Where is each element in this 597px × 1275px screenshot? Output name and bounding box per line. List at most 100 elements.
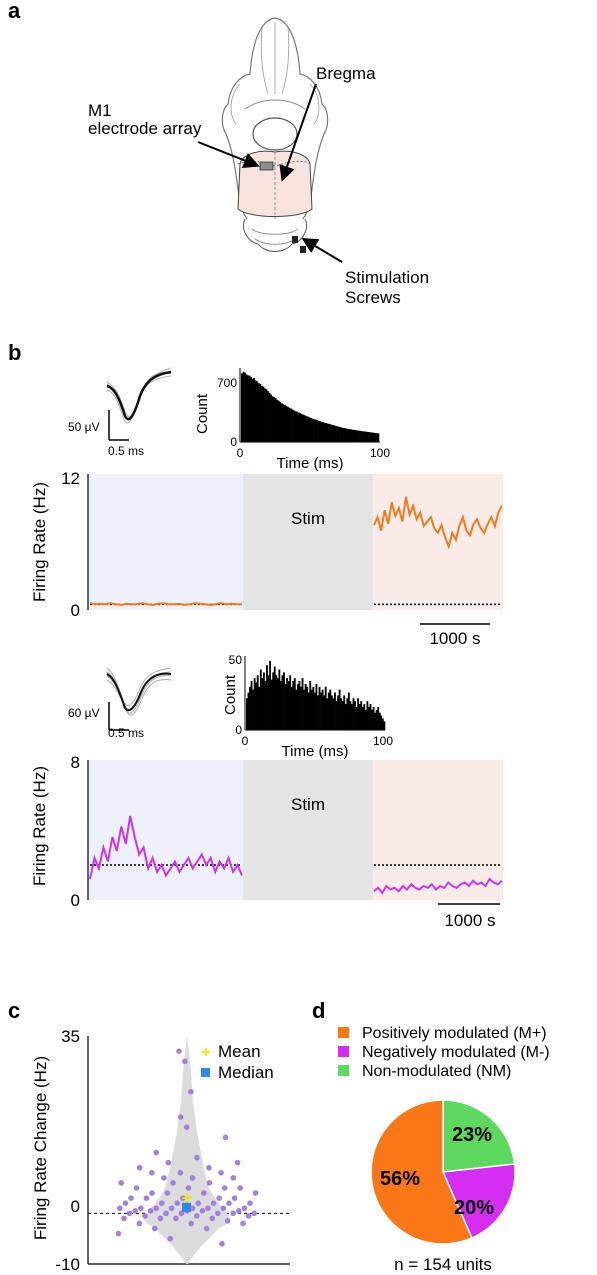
unit1-hist-bars	[241, 371, 380, 442]
unit2-hist-bar	[371, 709, 373, 730]
unit2-hist-bar	[377, 706, 380, 730]
violin-point	[153, 1205, 159, 1212]
unit2-hist-bar	[279, 681, 282, 730]
unit2-hist-bar	[286, 678, 288, 730]
unit2-hist-bar	[292, 681, 295, 730]
unit2-hist-bar	[368, 706, 370, 730]
violin-point	[206, 1180, 213, 1186]
unit2-hist-bar	[303, 689, 305, 730]
unit1-hist-bar	[326, 423, 329, 442]
unit1-hist-bar	[348, 429, 351, 442]
violin-point	[201, 1190, 207, 1196]
violin-point	[142, 1213, 148, 1219]
unit2-hist-bar	[378, 712, 381, 730]
unit2-hist-bar	[267, 675, 270, 730]
unit1-hist-bar	[299, 413, 302, 442]
unit1-hist-bar	[314, 419, 317, 442]
unit2-hist-bar	[354, 701, 356, 730]
unit1-hist-bar	[282, 404, 285, 442]
unit2-hist-bar	[306, 686, 309, 730]
unit1-hist-bar	[371, 432, 374, 442]
bregma-arrow	[279, 83, 317, 182]
unit1-waveform	[106, 367, 172, 441]
unit2-hist-bar	[351, 704, 353, 730]
violin-point	[216, 1195, 222, 1201]
unit2-hist-xtick-right: 100	[373, 734, 393, 748]
unit1-hist-bar	[336, 426, 338, 442]
unit1-pre-region	[88, 474, 243, 610]
violin-point	[231, 1195, 238, 1201]
unit1-hist-ytick-bottom: 0	[230, 435, 237, 449]
unit1-hist-bar	[339, 427, 341, 442]
legend-m-plus-swatch	[338, 1027, 349, 1038]
unit1-waveform-scale: 50 µV	[68, 420, 100, 434]
violin-point	[177, 1170, 184, 1176]
violin-point	[205, 1205, 211, 1212]
unit1-hist-bar	[328, 424, 331, 442]
violin-point	[121, 1215, 127, 1222]
unit2-waveform	[106, 667, 172, 731]
violin-point	[149, 1190, 155, 1196]
unit1-hist-bar	[345, 428, 348, 442]
unit1-hist-bar	[271, 396, 274, 442]
violin-point	[222, 1134, 229, 1141]
unit2-hist-bar	[283, 672, 285, 730]
unit1-hist-bar	[300, 413, 303, 442]
unit2-hist-bar	[290, 686, 293, 730]
unit1-hist-bar	[293, 410, 295, 442]
unit2-hist-bar	[329, 689, 332, 730]
unit1-firing-ylabel: Firing Rate (Hz)	[30, 482, 49, 602]
unit2-scale-label: 1000 s	[444, 911, 495, 930]
unit1-hist-bar	[346, 428, 349, 442]
violin-point	[224, 1218, 231, 1224]
violin-ylabel: Firing Rate Change (Hz)	[31, 1056, 50, 1240]
unit1-hist-bar	[280, 403, 283, 442]
unit2-hist-bar	[347, 692, 350, 730]
unit1-post-trace	[373, 496, 503, 550]
unit1-hist-bar	[306, 416, 309, 442]
unit2-firing-ymax: 8	[71, 753, 80, 772]
unit1-hist-bar	[267, 391, 269, 442]
unit2-hist-xlabel: Time (ms)	[282, 743, 349, 760]
unit1-firing-ymax: 12	[61, 469, 80, 488]
unit1-hist-bar	[287, 406, 289, 442]
unit1-hist-bar	[262, 386, 265, 442]
unit2-hist-bar	[326, 698, 329, 730]
unit1-hist-bar	[291, 409, 294, 442]
violin-point	[178, 1210, 185, 1217]
violin-ytick-zero: 0	[71, 1197, 80, 1216]
unit1-hist-bar	[349, 429, 352, 442]
unit1-hist-bar	[329, 424, 332, 442]
screws-label-line1: Stimulation	[345, 268, 430, 287]
violin-point	[234, 1159, 241, 1166]
unit2-hist-bar	[349, 701, 352, 730]
violin-point	[194, 1154, 200, 1161]
unit1-hist-bar	[253, 377, 256, 442]
unit1-hist-bar	[294, 411, 297, 442]
unit1-hist-ylabel: Count	[195, 393, 211, 434]
unit1-hist-bar	[325, 423, 328, 442]
unit2-hist-bar	[298, 681, 301, 730]
unit1-hist-bar	[354, 430, 357, 442]
unit1-hist-bar	[340, 427, 343, 442]
unit1-waveform-time: 0.5 ms	[108, 444, 145, 458]
unit1-hist-bar	[274, 398, 277, 442]
violin-point	[133, 1185, 140, 1191]
unit2-hist-bar	[256, 675, 259, 730]
unit2-hist-bar	[266, 665, 268, 730]
unit2-hist-bar	[258, 686, 261, 730]
unit2-hist-bar	[253, 678, 256, 730]
unit2-hist-bar	[364, 709, 367, 730]
violin-point	[195, 1200, 201, 1206]
unit2-pre-trace	[89, 815, 243, 880]
unit2-hist-bar	[300, 686, 302, 730]
unit2-hist-bar	[310, 689, 313, 730]
unit2-hist-bar	[346, 698, 349, 730]
panel-label-a: a	[8, 0, 21, 23]
unit2-hist-bar	[381, 718, 384, 730]
violin-point	[157, 1215, 164, 1222]
pie-footnote: n = 154 units	[394, 1255, 492, 1274]
violin-point	[222, 1185, 228, 1191]
unit2-hist-bar	[337, 695, 339, 730]
violin-point	[138, 1205, 144, 1212]
